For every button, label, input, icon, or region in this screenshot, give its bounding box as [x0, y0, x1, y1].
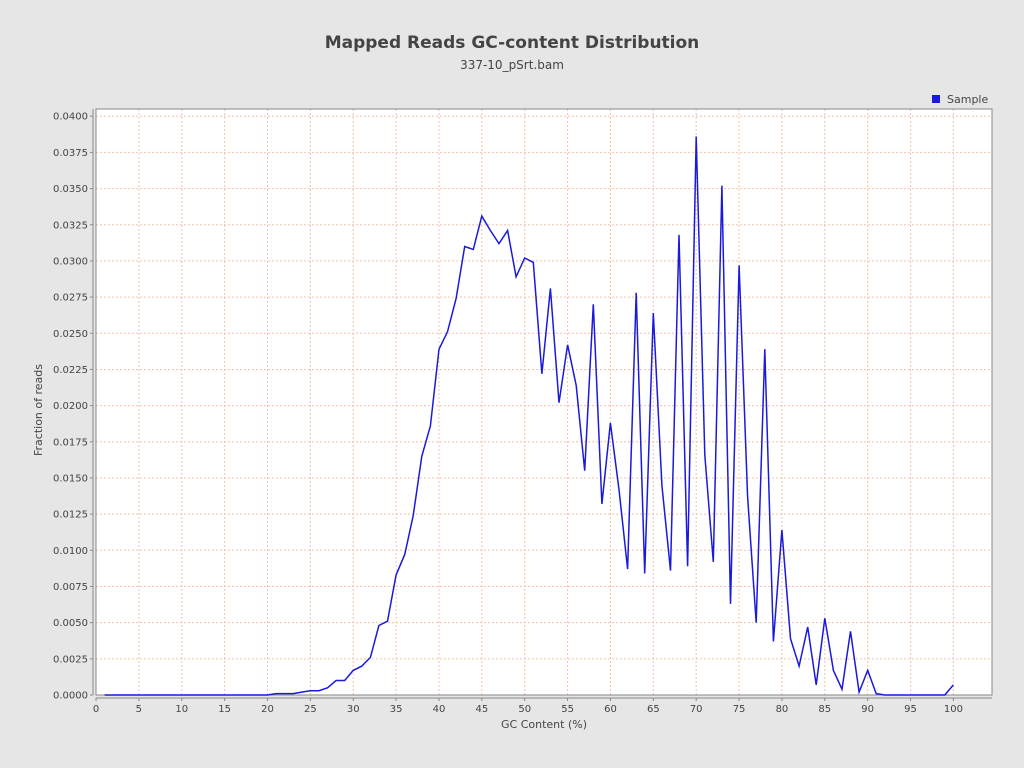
y-tick-label: 0.0300 — [53, 256, 88, 267]
x-tick-label: 75 — [733, 704, 746, 715]
y-tick-label: 0.0400 — [53, 112, 88, 123]
x-tick-label: 40 — [433, 704, 446, 715]
series-line-sample — [104, 136, 954, 696]
x-axis-label: GC Content (%) — [501, 718, 587, 731]
y-tick-label: 0.0200 — [53, 401, 88, 412]
legend-swatch — [932, 95, 940, 103]
y-tick-label: 0.0075 — [53, 582, 88, 593]
x-tick-label: 45 — [475, 704, 488, 715]
chart-title: Mapped Reads GC-content Distribution — [325, 33, 700, 53]
y-tick-label: 0.0375 — [53, 148, 88, 159]
x-tick-label: 85 — [818, 704, 831, 715]
x-tick-label: 50 — [518, 704, 531, 715]
x-tick-label: 15 — [218, 704, 231, 715]
x-tick-label: 80 — [776, 704, 789, 715]
x-tick-label: 10 — [175, 704, 188, 715]
x-tick-label: 25 — [304, 704, 317, 715]
y-axis-label: Fraction of reads — [32, 364, 45, 456]
chart-legend: Sample — [932, 93, 988, 106]
y-tick-label: 0.0250 — [53, 329, 88, 340]
y-tick-label: 0.0325 — [53, 220, 88, 231]
y-tick-label: 0.0100 — [53, 546, 88, 557]
y-axis: 0.0000 0.0025 0.0050 0.0075 0.0100 0.0125 0.01… — [53, 109, 94, 702]
y-tick-label: 0.0275 — [53, 293, 88, 304]
plot-border — [95, 108, 993, 696]
y-tick-label: 0.0350 — [53, 184, 88, 195]
grid-lines — [96, 109, 992, 695]
y-tick-label: 0.0175 — [53, 437, 88, 448]
y-tick-label: 0.0050 — [53, 618, 88, 629]
y-tick-label: 0.0150 — [53, 473, 88, 484]
x-tick-label: 65 — [647, 704, 660, 715]
x-tick-label: 20 — [261, 704, 274, 715]
y-tick-label: 0.0000 — [53, 691, 88, 702]
x-tick-label: 30 — [347, 704, 360, 715]
x-tick-label: 70 — [690, 704, 703, 715]
x-axis: 0 5 10 15 20 25 30 35 40 45 50 55 60 65 70 75 80 85 90 95 10… — [93, 697, 992, 715]
legend-label: Sample — [947, 93, 988, 106]
series-layer — [104, 136, 954, 696]
y-tick-label: 0.0025 — [53, 654, 88, 665]
y-tick-label: 0.0225 — [53, 365, 88, 376]
x-tick-label: 100 — [944, 704, 963, 715]
x-tick-label: 35 — [390, 704, 403, 715]
plot-area — [96, 109, 992, 695]
chart-subtitle: 337-10_pSrt.bam — [460, 58, 564, 72]
y-tick-label: 0.0125 — [53, 510, 88, 521]
x-tick-label: 5 — [136, 704, 142, 715]
x-tick-label: 90 — [861, 704, 874, 715]
x-tick-label: 55 — [561, 704, 574, 715]
x-tick-label: 95 — [904, 704, 917, 715]
x-tick-label: 0 — [93, 704, 99, 715]
x-tick-label: 60 — [604, 704, 617, 715]
